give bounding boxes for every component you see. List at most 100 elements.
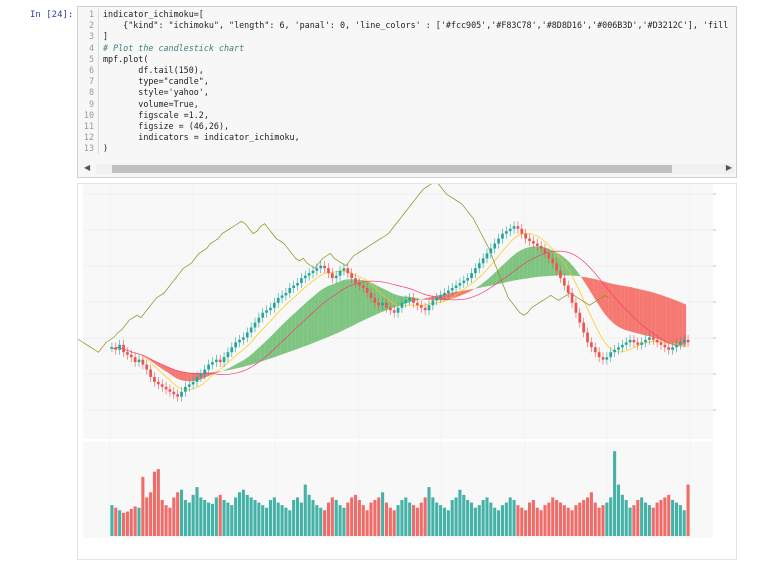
candle-body: [551, 258, 555, 264]
cloud-segment: [655, 293, 660, 340]
cloud-segment: [218, 371, 223, 373]
volume-bar: [585, 497, 590, 536]
volume-bar: [292, 500, 296, 536]
cloud-segment: [175, 370, 180, 380]
candle-body: [559, 270, 562, 279]
volume-bar: [404, 497, 408, 536]
cloud-segment: [183, 372, 188, 382]
candle-body: [446, 290, 450, 293]
volume-bar: [179, 489, 184, 536]
volume-bar: [562, 505, 566, 536]
candle-body: [493, 243, 497, 249]
candle-body: [377, 302, 381, 306]
volume-bar: [473, 507, 477, 536]
cloud-segment: [643, 290, 648, 336]
code-editor[interactable]: 1 indicator_ichimoku=[2 {"kind": "ichimok…: [78, 9, 736, 161]
candle-body: [636, 342, 640, 345]
candle-body: [667, 347, 671, 350]
volume-bar: [551, 497, 555, 536]
volume-bar: [118, 510, 122, 536]
volume-bar: [566, 507, 570, 536]
volume-bar: [222, 500, 226, 536]
scroll-left-icon[interactable]: ◀: [84, 163, 91, 172]
volume-bar: [241, 489, 245, 536]
volume-bar: [520, 507, 524, 536]
volume-bar: [593, 502, 597, 536]
candle-body: [435, 297, 439, 301]
cloud-segment: [326, 285, 331, 338]
candle-body: [303, 275, 307, 279]
cloud-segment: [624, 285, 629, 331]
volume-bar: [539, 510, 543, 536]
cloud-segment: [423, 297, 428, 300]
candle-body: [168, 389, 172, 392]
candle-body: [361, 285, 365, 288]
cloud-segment: [628, 286, 632, 332]
volume-bar: [129, 509, 133, 536]
cloud-segment: [570, 262, 574, 276]
volume-bar: [272, 497, 276, 536]
cloud-segment: [635, 288, 640, 334]
candle-body: [276, 297, 280, 303]
code-cell[interactable]: 1 indicator_ichimoku=[2 {"kind": "ichimok…: [77, 6, 737, 178]
volume-bar: [207, 502, 211, 536]
volume-bar: [458, 489, 462, 536]
volume-bar: [284, 507, 288, 536]
horizontal-scrollbar[interactable]: ◀ ▶: [84, 163, 734, 174]
volume-bar: [427, 487, 431, 536]
volume-bar: [203, 500, 207, 536]
candle-body: [400, 302, 404, 308]
volume-bar: [361, 505, 365, 536]
volume-bar: [439, 505, 443, 536]
volume-bar: [535, 507, 539, 536]
volume-bar: [253, 500, 257, 536]
candle-body: [566, 285, 570, 293]
candle-body: [292, 285, 296, 288]
volume-bar: [311, 500, 315, 536]
cloud-segment: [268, 334, 273, 360]
cloud-segment: [253, 349, 257, 365]
scrollbar-thumb[interactable]: [112, 165, 672, 173]
cloud-segment: [670, 298, 675, 345]
candle-body: [516, 226, 520, 229]
volume-bar: [477, 505, 481, 536]
volume-bar: [682, 510, 686, 536]
cloud-segment: [651, 292, 656, 339]
cloud-segment: [307, 298, 312, 346]
candle-body: [369, 292, 373, 298]
cloud-segment: [353, 279, 358, 326]
cloud-segment: [535, 246, 540, 278]
volume-bar: [125, 511, 129, 536]
candle-body: [137, 359, 141, 363]
cloud-segment: [469, 288, 474, 292]
cloud-segment: [260, 342, 265, 362]
line-number: 12: [78, 132, 99, 144]
candle-body: [358, 283, 361, 286]
candle-body: [354, 278, 357, 284]
line-number: 3: [78, 31, 99, 43]
cloud-segment: [473, 286, 478, 290]
volume-bar: [110, 505, 114, 536]
cloud-segment: [237, 361, 242, 369]
cloud-segment: [427, 296, 431, 300]
volume-bar: [199, 497, 203, 536]
volume-bar: [558, 502, 563, 536]
scroll-right-icon[interactable]: ▶: [725, 163, 732, 172]
volume-bar: [276, 502, 280, 536]
candle-body: [419, 305, 423, 308]
candle-body: [342, 268, 346, 271]
candle-body: [497, 238, 500, 244]
cloud-segment: [662, 295, 667, 343]
volume-bar: [620, 494, 624, 536]
code-text: figscale =1.2,: [103, 109, 209, 120]
candle-body: [265, 310, 268, 313]
volume-bar: [450, 500, 454, 536]
cloud-segment: [620, 285, 625, 330]
candle-body: [508, 228, 512, 232]
volume-bar: [632, 505, 636, 536]
volume-bar: [616, 484, 621, 536]
cloud-segment: [314, 291, 319, 343]
volume-bar: [574, 505, 578, 536]
candle-body: [609, 352, 613, 358]
volume-bar: [230, 505, 234, 536]
